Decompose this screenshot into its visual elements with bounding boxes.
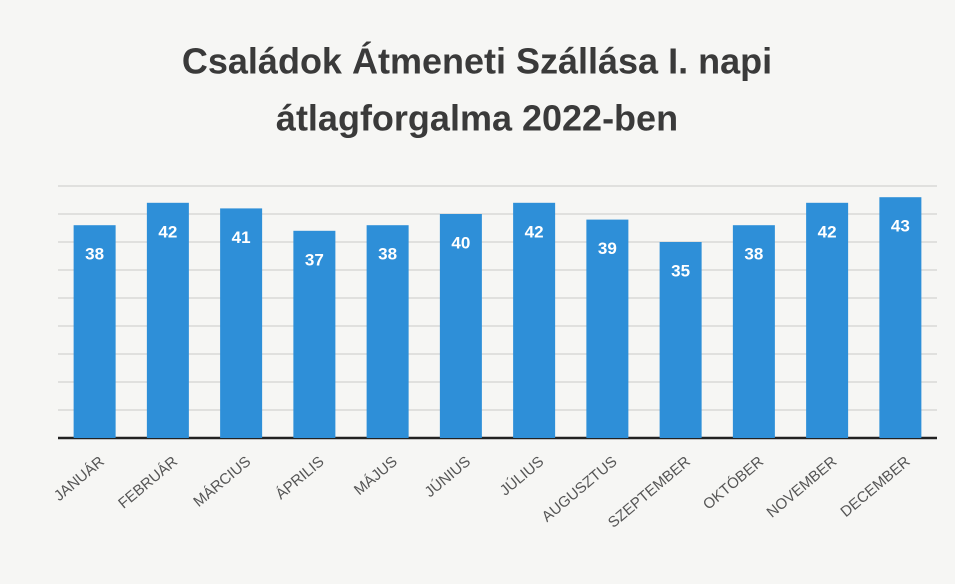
bar (659, 242, 702, 438)
bar (220, 208, 263, 438)
data-label: 39 (598, 239, 617, 258)
bar (146, 202, 189, 438)
bar (73, 225, 116, 438)
bar (293, 230, 336, 438)
chart-title: átlagforgalma 2022-ben (276, 98, 678, 139)
chart-title: Családok Átmeneti Szállása I. napi (182, 41, 772, 82)
bar (439, 214, 482, 438)
data-label: 42 (158, 222, 177, 241)
data-label: 35 (671, 261, 690, 280)
data-label: 40 (451, 233, 470, 252)
data-label: 38 (378, 245, 397, 264)
data-label: 38 (85, 245, 104, 264)
bar (806, 202, 849, 438)
data-label: 38 (744, 245, 763, 264)
bar (732, 225, 775, 438)
bar (366, 225, 409, 438)
data-label: 41 (232, 228, 251, 247)
bar (879, 197, 922, 438)
data-label: 43 (891, 217, 910, 236)
data-label: 37 (305, 250, 324, 269)
bar (513, 202, 556, 438)
data-label: 42 (525, 222, 544, 241)
data-label: 42 (818, 222, 837, 241)
bar (586, 219, 629, 438)
